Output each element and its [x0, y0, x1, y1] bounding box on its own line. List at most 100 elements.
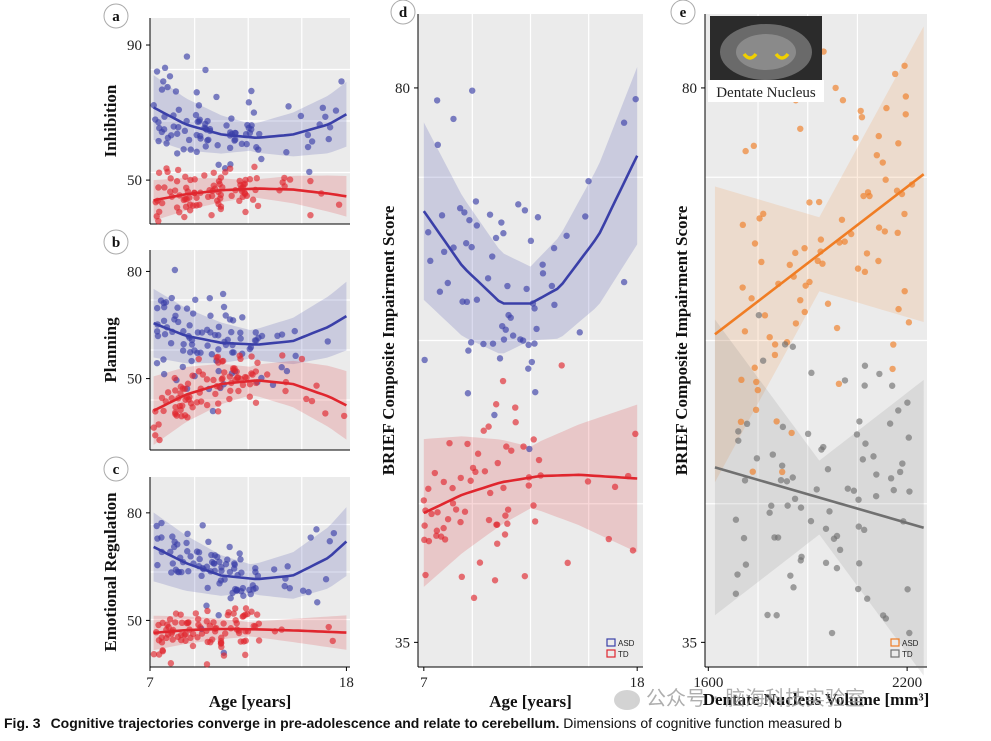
data-point-asd	[224, 336, 231, 344]
y-tick-label: 90	[127, 38, 142, 54]
data-point-td	[183, 619, 190, 627]
data-point-asd	[889, 365, 896, 373]
data-point-asd	[531, 305, 538, 312]
data-point-td	[228, 192, 235, 200]
data-point-td	[232, 605, 239, 612]
data-point-td	[161, 184, 168, 191]
data-point-td	[797, 504, 805, 511]
data-point-asd	[858, 113, 866, 121]
data-point-asd	[252, 329, 259, 336]
y-tick-label: 35	[395, 635, 410, 651]
data-point-asd	[291, 327, 298, 335]
data-point-td	[813, 486, 820, 493]
data-point-td	[232, 617, 239, 624]
data-point-asd	[500, 230, 507, 237]
data-point-td	[177, 406, 184, 414]
data-point-td	[774, 534, 782, 541]
data-point-td	[558, 362, 565, 369]
data-point-td	[263, 371, 271, 378]
data-point-asd	[208, 551, 215, 559]
x-tick-label: 1600	[693, 675, 723, 691]
data-point-td	[181, 213, 188, 221]
data-point-td	[512, 404, 519, 411]
panel-a: 90 50 Inhibition a	[101, 3, 350, 225]
data-point-td	[155, 217, 162, 225]
data-point-asd	[249, 582, 257, 589]
data-point-td	[155, 621, 162, 629]
data-point-asd	[797, 125, 804, 132]
data-point-asd	[205, 538, 212, 546]
data-point-asd	[539, 261, 546, 268]
x-tick-label: 7	[146, 675, 154, 691]
data-point-asd	[215, 612, 222, 619]
y-tick-label: 50	[127, 173, 142, 189]
data-point-asd	[330, 529, 338, 537]
data-point-asd	[180, 146, 187, 153]
data-point-td	[789, 343, 797, 350]
data-point-td	[862, 440, 869, 447]
data-point-asd	[158, 86, 166, 93]
data-point-asd	[534, 214, 542, 221]
data-point-td	[503, 443, 510, 450]
data-point-td	[853, 431, 861, 438]
data-point-asd	[154, 535, 161, 542]
data-point-asd	[214, 142, 221, 149]
data-point-td	[242, 605, 250, 612]
wechat-icon	[614, 689, 640, 710]
data-point-td	[164, 621, 171, 628]
data-point-asd	[433, 97, 441, 104]
data-point-td	[174, 166, 182, 174]
data-point-td	[178, 619, 186, 627]
data-point-td	[252, 368, 260, 375]
data-point-asd	[521, 207, 529, 214]
data-point-td	[476, 559, 484, 566]
data-point-td	[500, 484, 507, 492]
data-point-td	[222, 169, 229, 176]
data-point-td	[212, 390, 219, 398]
data-point-asd	[504, 282, 511, 290]
data-point-asd	[181, 127, 189, 135]
x-tick-label: 18	[630, 675, 645, 691]
data-point-td	[155, 184, 162, 191]
data-point-asd	[459, 298, 466, 305]
data-point-td	[194, 634, 201, 641]
data-point-asd	[739, 221, 747, 229]
data-point-asd	[160, 356, 167, 363]
trend-line-td	[423, 473, 638, 515]
data-point-td	[164, 389, 172, 396]
data-point-td	[203, 661, 211, 668]
data-point-asd	[771, 341, 779, 348]
data-point-td	[219, 375, 226, 382]
data-point-asd	[226, 543, 233, 551]
data-point-asd	[203, 602, 210, 609]
data-point-asd	[750, 142, 758, 150]
data-point-asd	[901, 287, 908, 295]
data-point-td	[449, 500, 457, 507]
data-point-td	[520, 443, 527, 450]
data-point-asd	[158, 128, 166, 136]
inset-label-bg	[708, 80, 824, 102]
data-point-asd	[895, 305, 902, 313]
data-point-asd	[226, 568, 234, 576]
data-point-asd	[737, 418, 745, 426]
data-point-asd	[167, 132, 175, 139]
data-point-td	[431, 469, 439, 477]
data-point-asd	[444, 279, 451, 287]
data-point-asd	[902, 93, 910, 100]
data-point-asd	[154, 332, 162, 340]
data-point-asd	[185, 136, 193, 144]
data-point-asd	[824, 300, 832, 307]
data-point-td	[870, 453, 877, 460]
data-point-td	[474, 450, 482, 457]
data-point-td	[808, 369, 815, 377]
data-point-td	[740, 534, 748, 542]
data-point-td	[904, 399, 911, 406]
data-point-td	[783, 478, 791, 485]
data-point-asd	[838, 216, 846, 223]
data-point-td	[303, 395, 310, 403]
data-point-td	[766, 509, 773, 516]
y-axis-label: BRIEF Composite Impairment Score	[379, 205, 398, 475]
data-point-td	[855, 523, 862, 530]
caption-lead: Cognitive trajectories converge in pre-a…	[50, 715, 560, 731]
data-point-td	[189, 404, 196, 411]
